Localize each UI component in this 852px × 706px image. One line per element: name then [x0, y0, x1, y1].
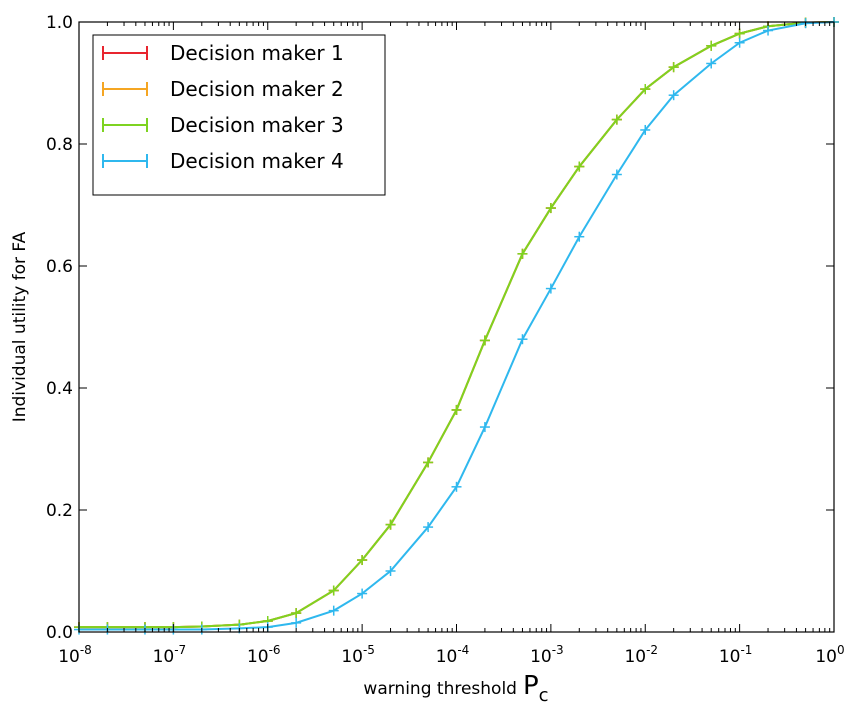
- x-tick-base: 10: [153, 647, 175, 667]
- data-point: [517, 248, 528, 259]
- data-point: [423, 522, 434, 533]
- y-tick-label: 1.0: [46, 13, 73, 33]
- x-tick-exponent: -8: [80, 643, 92, 657]
- data-point: [640, 124, 651, 135]
- data-point: [479, 335, 490, 346]
- data-point: [574, 161, 585, 172]
- x-tick-exponent: 0: [837, 643, 845, 657]
- data-point: [763, 25, 774, 36]
- x-tick-exponent: -5: [363, 643, 375, 657]
- data-point: [357, 588, 368, 599]
- x-tick-base: 10: [624, 647, 646, 667]
- data-point: [451, 481, 462, 492]
- x-axis-label: warning threshold Pc: [363, 671, 548, 706]
- data-point: [668, 90, 679, 101]
- y-tick-label: 0.8: [46, 135, 73, 155]
- legend-entry: Decision maker 1: [102, 41, 344, 65]
- series-layer: [74, 17, 839, 635]
- x-tick-label: 10-6: [247, 643, 281, 667]
- data-point: [291, 617, 302, 628]
- y-tick-label: 0.4: [46, 379, 73, 399]
- data-point: [545, 283, 556, 294]
- legend-entry: Decision maker 4: [102, 149, 344, 173]
- x-tick-label: 100: [815, 643, 844, 667]
- legend-entry: Decision maker 3: [102, 113, 344, 137]
- x-axis-label-subscript: c: [539, 685, 549, 706]
- x-tick-exponent: -1: [740, 643, 752, 657]
- data-point: [611, 114, 622, 125]
- legend-box: [92, 34, 386, 196]
- x-tick-label: 10-7: [153, 643, 187, 667]
- data-point: [545, 203, 556, 214]
- data-point: [734, 37, 745, 48]
- x-tick-label: 10-4: [436, 643, 470, 667]
- data-point: [640, 84, 651, 95]
- legend-label: Decision maker 4: [170, 149, 344, 173]
- data-point: [328, 605, 339, 616]
- x-tick-label: 10-1: [719, 643, 753, 667]
- legend: Decision maker 1 Decision maker 2 Decision…: [92, 34, 386, 196]
- data-point: [357, 555, 368, 566]
- y-axis-label: Individual utility for FA: [10, 231, 30, 422]
- x-tick-label: 10-5: [341, 643, 375, 667]
- x-tick-base: 10: [436, 647, 458, 667]
- x-tick-label: 10-2: [624, 643, 658, 667]
- legend-label: Decision maker 2: [170, 77, 344, 101]
- x-axis-label-symbol: P: [523, 671, 539, 701]
- data-point: [574, 231, 585, 242]
- data-point: [517, 334, 528, 345]
- plot-frame: [78, 21, 835, 633]
- data-point: [328, 585, 339, 596]
- data-point: [451, 404, 462, 415]
- data-point: [423, 457, 434, 468]
- x-axis-label-text: warning threshold: [363, 679, 517, 699]
- data-point: [611, 169, 622, 180]
- x-tick-base: 10: [815, 647, 837, 667]
- data-point: [668, 62, 679, 73]
- x-tick-base: 10: [247, 647, 269, 667]
- x-tick-base: 10: [719, 647, 741, 667]
- x-tick-base: 10: [530, 647, 552, 667]
- data-point: [291, 608, 302, 619]
- legend-label: Decision maker 1: [170, 41, 344, 65]
- legend-entry: Decision maker 2: [102, 77, 344, 101]
- y-tick-label: 0.6: [46, 257, 73, 277]
- x-tick-base: 10: [341, 647, 363, 667]
- ticks-layer: 10-8 10-7 10-6 10-5 10-4 10-3 10-2 10-1 1000.00.…: [46, 13, 845, 667]
- x-tick-exponent: -3: [552, 643, 564, 657]
- data-point: [706, 58, 717, 69]
- data-point: [385, 566, 396, 576]
- y-tick-label: 0.0: [46, 623, 73, 643]
- x-tick-label: 10-8: [58, 643, 92, 667]
- data-point: [706, 40, 717, 51]
- data-point: [479, 422, 490, 433]
- x-tick-exponent: -2: [646, 643, 658, 657]
- x-tick-exponent: -6: [269, 643, 281, 657]
- x-tick-exponent: -7: [174, 643, 186, 657]
- legend-label: Decision maker 3: [170, 113, 344, 137]
- data-point: [385, 519, 396, 530]
- y-tick-label: 0.2: [46, 501, 73, 521]
- data-point: [734, 28, 745, 39]
- x-tick-label: 10-3: [530, 643, 564, 667]
- x-tick-base: 10: [58, 647, 80, 667]
- x-tick-exponent: -4: [457, 643, 469, 657]
